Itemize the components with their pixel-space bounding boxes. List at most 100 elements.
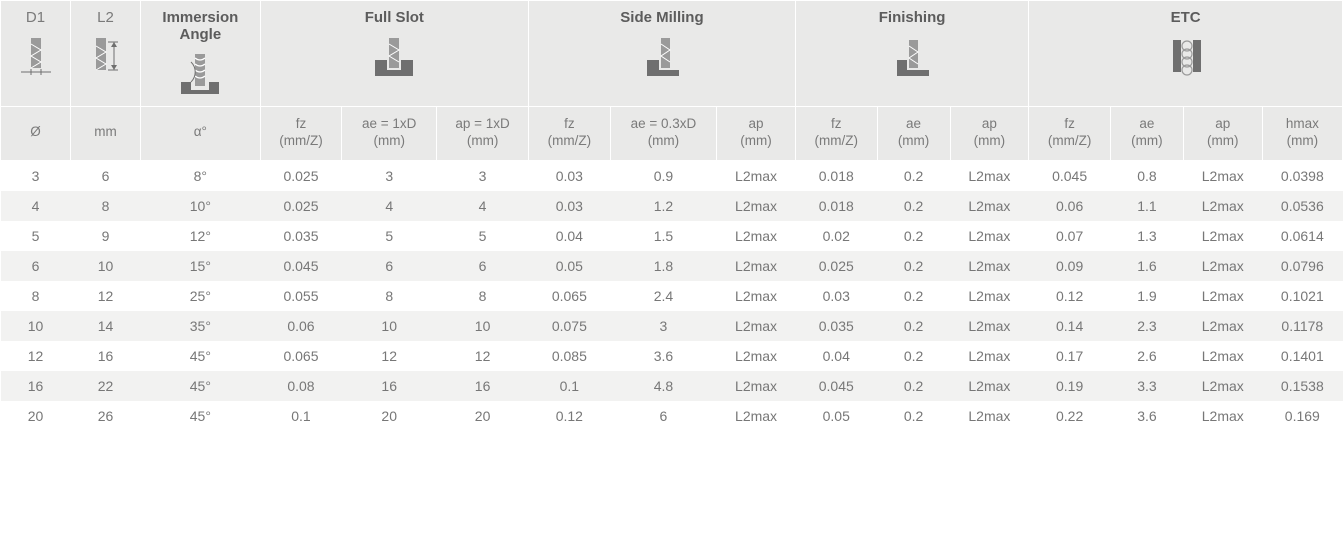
table-cell: 0.14 [1029,311,1111,341]
table-cell: L2max [717,191,796,221]
table-cell: 4.8 [610,371,716,401]
table-cell: L2max [717,371,796,401]
table-cell: 2.4 [610,281,716,311]
table-cell: 3.6 [1110,401,1183,431]
table-cell: L2max [717,221,796,251]
table-cell: 0.085 [529,341,611,371]
table-cell: 0.025 [260,160,342,191]
table-cell: 0.0796 [1262,251,1342,281]
table-cell: 0.0614 [1262,221,1342,251]
table-cell: 0.2 [877,281,950,311]
sub-fs-ap: ap = 1xD(mm) [437,106,529,160]
table-cell: 12° [141,221,261,251]
table-cell: L2max [1183,221,1262,251]
col-header-l2: L2 [71,1,141,107]
sub-d1: Ø [1,106,71,160]
table-cell: L2max [1183,160,1262,191]
table-body: 368°0.025330.030.9L2max0.0180.2L2max0.04… [1,160,1343,431]
sub-sm-ap: ap(mm) [717,106,796,160]
table-cell: 0.9 [610,160,716,191]
table-cell: 0.2 [877,191,950,221]
table-cell: 0.06 [260,311,342,341]
table-cell: L2max [717,281,796,311]
table-cell: 0.045 [795,371,877,401]
table-cell: 0.05 [795,401,877,431]
table-cell: 22 [71,371,141,401]
table-cell: 0.12 [529,401,611,431]
table-cell: 0.018 [795,160,877,191]
table-cell: 0.1401 [1262,341,1342,371]
table-row: 202645°0.120200.126L2max0.050.2L2max0.22… [1,401,1343,431]
table-cell: L2max [1183,191,1262,221]
table-cell: 0.035 [260,221,342,251]
finishing-icon [796,30,1028,78]
table-cell: L2max [950,281,1029,311]
table-cell: 0.025 [795,251,877,281]
table-cell: 0.17 [1029,341,1111,371]
table-cell: 12 [342,341,437,371]
col-header-finishing: Finishing [795,1,1028,107]
table-cell: 1.2 [610,191,716,221]
table-cell: 5 [437,221,529,251]
table-cell: 0.065 [529,281,611,311]
table-row: 61015°0.045660.051.8L2max0.0250.2L2max0.… [1,251,1343,281]
table-cell: 8 [71,191,141,221]
col-header-d1: D1 [1,1,71,107]
table-cell: 25° [141,281,261,311]
table-cell: 1.9 [1110,281,1183,311]
table-cell: L2max [950,341,1029,371]
table-cell: 3 [610,311,716,341]
table-cell: 0.1021 [1262,281,1342,311]
table-cell: 0.06 [1029,191,1111,221]
col-header-fullslot: Full Slot [260,1,528,107]
table-cell: 10° [141,191,261,221]
header-group-row: D1 L2 [1,1,1343,107]
table-cell: 45° [141,371,261,401]
table-cell: L2max [717,401,796,431]
table-cell: 0.065 [260,341,342,371]
table-row: 101435°0.0610100.0753L2max0.0350.2L2max0… [1,311,1343,341]
table-cell: 0.2 [877,341,950,371]
table-cell: L2max [950,221,1029,251]
header-sub-row: Ø mm α° fz(mm/Z) ae = 1xD(mm) ap = 1xD(m… [1,106,1343,160]
table-cell: 0.8 [1110,160,1183,191]
cutting-data-table: D1 L2 [0,0,1343,431]
table-cell: 0.19 [1029,371,1111,401]
fullslot-label: Full Slot [261,9,528,26]
table-cell: 0.08 [260,371,342,401]
table-cell: 3.6 [610,341,716,371]
table-cell: 15° [141,251,261,281]
table-cell: 3 [342,160,437,191]
sub-et-fz: fz(mm/Z) [1029,106,1111,160]
immersion-label: Immersion Angle [141,9,260,44]
table-cell: 16 [1,371,71,401]
table-cell: 0.2 [877,371,950,401]
table-cell: 0.035 [795,311,877,341]
table-cell: 0.055 [260,281,342,311]
table-cell: L2max [717,341,796,371]
l2-icon [71,30,140,78]
table-cell: 0.03 [529,191,611,221]
table-cell: 10 [71,251,141,281]
table-cell: 16 [342,371,437,401]
table-cell: 0.169 [1262,401,1342,431]
table-cell: 2.6 [1110,341,1183,371]
l2-label: L2 [71,9,140,26]
table-cell: 0.05 [529,251,611,281]
table-cell: L2max [1183,401,1262,431]
table-cell: L2max [717,160,796,191]
table-cell: 0.2 [877,251,950,281]
side-label: Side Milling [529,9,795,26]
table-cell: 3 [437,160,529,191]
table-cell: 3 [1,160,71,191]
table-cell: 0.1178 [1262,311,1342,341]
table-cell: 0.075 [529,311,611,341]
table-cell: 20 [437,401,529,431]
table-row: 162245°0.0816160.14.8L2max0.0450.2L2max0… [1,371,1343,401]
table-cell: 0.2 [877,221,950,251]
table-cell: L2max [1183,251,1262,281]
table-cell: 0.03 [529,160,611,191]
table-cell: 26 [71,401,141,431]
table-cell: 6 [610,401,716,431]
sub-fi-ap: ap(mm) [950,106,1029,160]
